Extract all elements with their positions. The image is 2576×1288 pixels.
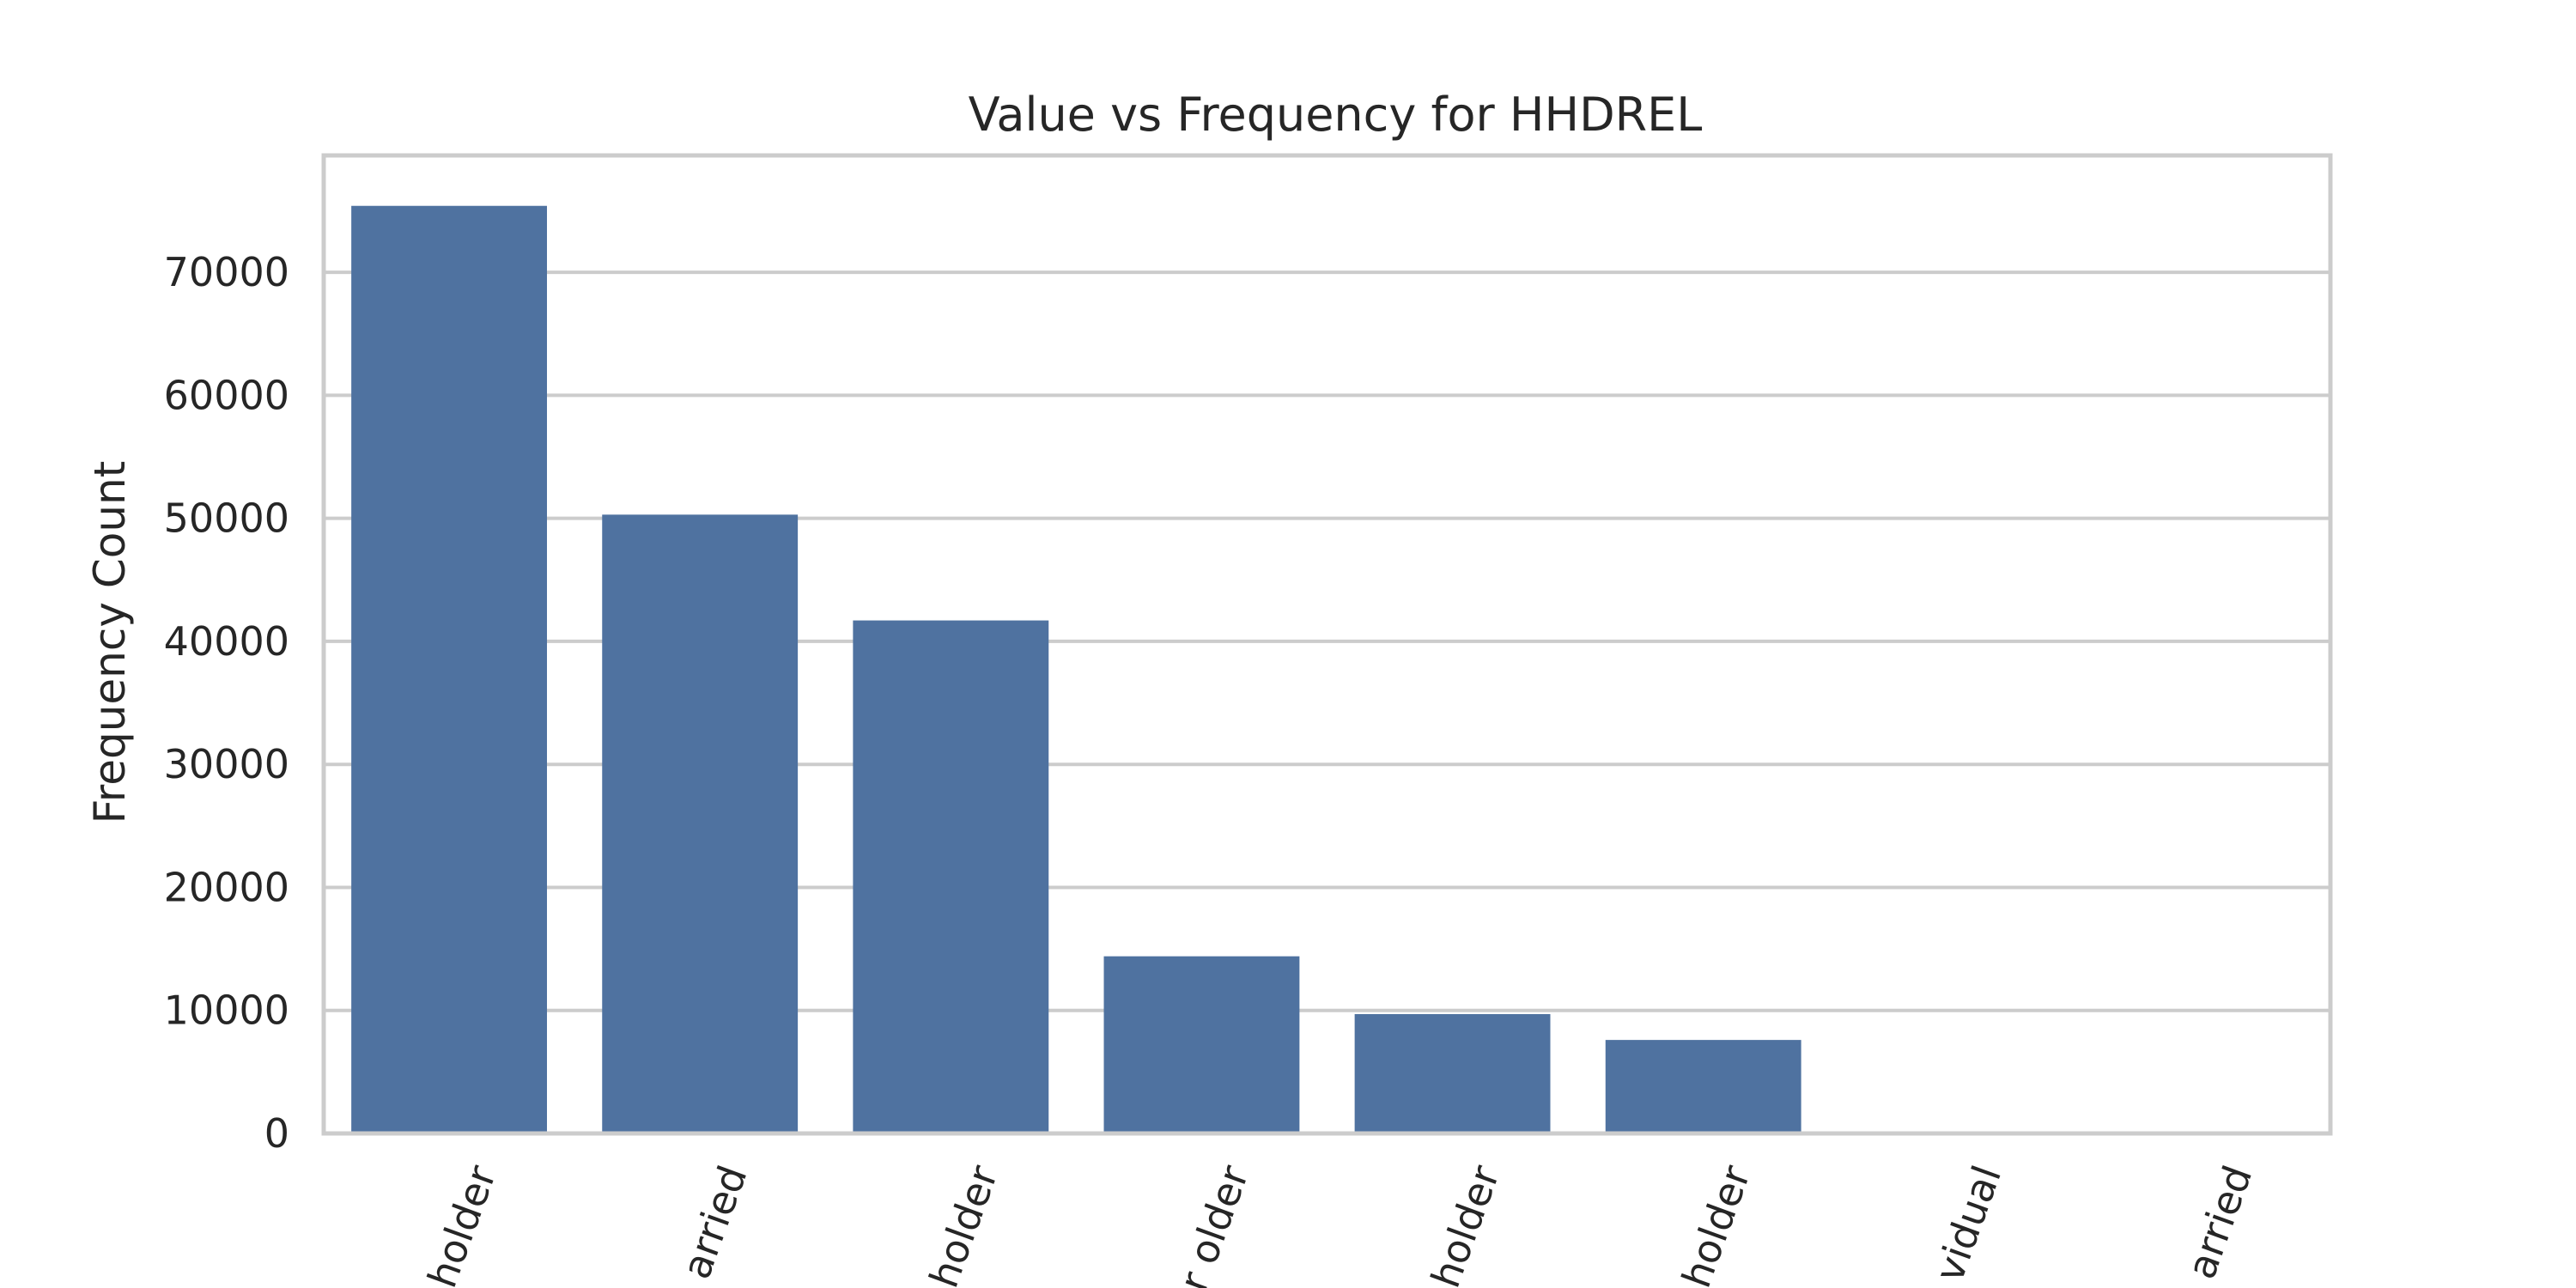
x-tick-label: holder: [920, 1159, 1007, 1288]
x-tick-label: arried: [2178, 1159, 2261, 1285]
y-tick-labels: 0 10000 20000 30000 40000 50000 60000 70000: [164, 249, 289, 1157]
y-tick-label: 50000: [164, 495, 289, 542]
bar: [351, 205, 547, 1134]
y-tick-label: 30000: [164, 741, 289, 787]
y-tick-label: 70000: [164, 249, 289, 295]
bar: [853, 620, 1049, 1133]
y-tick-label: 20000: [164, 864, 289, 910]
x-tick-label: vidual: [1926, 1159, 2010, 1287]
bar: [1354, 1014, 1551, 1133]
x-tick-label: holder: [1422, 1159, 1509, 1288]
y-axis-label: Frequency Count: [85, 461, 135, 824]
x-tick-labels: holder arried holder r older holder holder vid…: [419, 1159, 2262, 1288]
y-tick-label: 10000: [164, 987, 289, 1034]
y-tick-label: 60000: [164, 372, 289, 418]
x-tick-label: holder: [419, 1159, 506, 1288]
x-tick-label: r older: [1170, 1159, 1257, 1288]
bar: [1605, 1040, 1801, 1133]
x-tick-label: arried: [672, 1159, 756, 1285]
chart-title: Value vs Frequency for HHDREL: [969, 88, 1703, 142]
x-tick-label: holder: [1673, 1159, 1759, 1288]
y-tick-label: 40000: [164, 618, 289, 665]
y-tick-label: 0: [264, 1110, 289, 1157]
plot-frame: [321, 153, 2333, 1136]
bar: [1103, 956, 1300, 1133]
bar: [602, 514, 799, 1133]
bars: [351, 205, 2303, 1134]
